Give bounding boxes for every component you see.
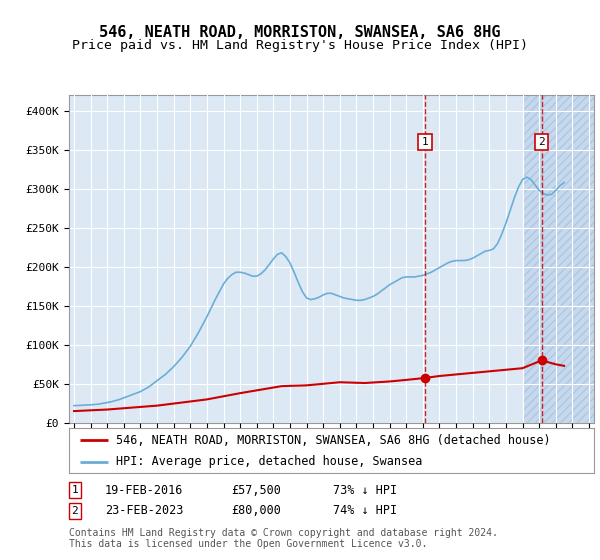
Text: 546, NEATH ROAD, MORRISTON, SWANSEA, SA6 8HG (detached house): 546, NEATH ROAD, MORRISTON, SWANSEA, SA6… bbox=[116, 434, 551, 447]
Text: £80,000: £80,000 bbox=[231, 504, 281, 517]
Text: 74% ↓ HPI: 74% ↓ HPI bbox=[333, 504, 397, 517]
Text: HPI: Average price, detached house, Swansea: HPI: Average price, detached house, Swan… bbox=[116, 455, 422, 469]
Text: 73% ↓ HPI: 73% ↓ HPI bbox=[333, 483, 397, 497]
Text: Price paid vs. HM Land Registry's House Price Index (HPI): Price paid vs. HM Land Registry's House … bbox=[72, 39, 528, 52]
Text: 2: 2 bbox=[538, 137, 545, 147]
Text: 23-FEB-2023: 23-FEB-2023 bbox=[105, 504, 184, 517]
Text: 19-FEB-2016: 19-FEB-2016 bbox=[105, 483, 184, 497]
Text: 1: 1 bbox=[422, 137, 428, 147]
Bar bbox=[523, 95, 600, 423]
Text: 546, NEATH ROAD, MORRISTON, SWANSEA, SA6 8HG: 546, NEATH ROAD, MORRISTON, SWANSEA, SA6… bbox=[99, 25, 501, 40]
Text: £57,500: £57,500 bbox=[231, 483, 281, 497]
Text: 2: 2 bbox=[71, 506, 79, 516]
Text: 1: 1 bbox=[71, 485, 79, 495]
Text: Contains HM Land Registry data © Crown copyright and database right 2024.
This d: Contains HM Land Registry data © Crown c… bbox=[69, 528, 498, 549]
